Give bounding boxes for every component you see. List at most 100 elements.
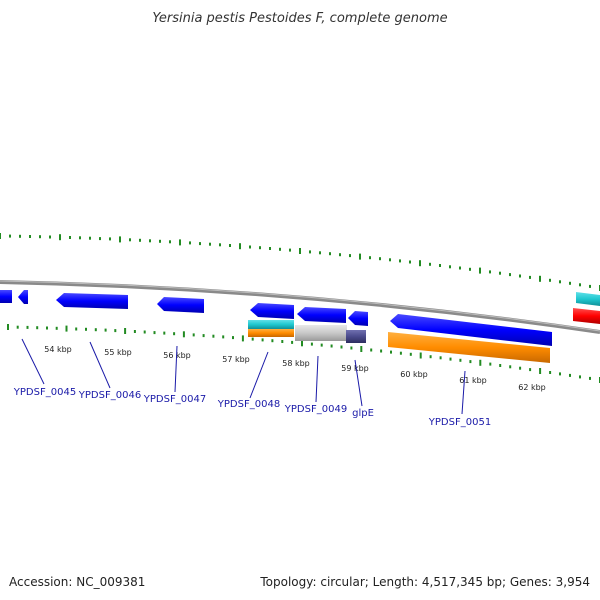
minor-tick — [219, 243, 221, 247]
major-tick — [182, 331, 185, 338]
minor-tick — [129, 238, 131, 242]
major-tick — [360, 346, 363, 352]
minor-tick — [529, 275, 531, 279]
leader-line — [89, 341, 111, 389]
gene-label-ypdsf-0048[interactable]: YPDSF_0048 — [217, 399, 280, 410]
minor-tick — [49, 235, 51, 239]
gene-label-glpe[interactable]: glpE — [352, 408, 374, 419]
minor-tick — [209, 242, 211, 246]
minor-tick — [212, 334, 215, 338]
minor-tick — [232, 336, 234, 340]
feature-block[interactable] — [346, 330, 366, 343]
gene-label-ypdsf-0045[interactable]: YPDSF_0045 — [13, 387, 76, 398]
minor-tick — [310, 342, 313, 346]
minor-tick — [26, 325, 29, 329]
minor-tick — [320, 343, 323, 347]
gene-arrow[interactable] — [348, 311, 368, 326]
minor-tick — [159, 239, 161, 243]
major-tick — [119, 236, 121, 243]
minor-tick — [109, 237, 111, 241]
gene-arrow[interactable] — [56, 293, 128, 309]
minor-tick — [429, 262, 431, 266]
minor-tick — [104, 328, 107, 332]
gene-arrow[interactable] — [0, 290, 12, 303]
major-tick — [299, 248, 301, 254]
ruler-label: 62 kbp — [518, 383, 546, 392]
feature-track-lower — [248, 320, 550, 363]
minor-tick — [399, 351, 402, 355]
leader-line — [21, 338, 45, 385]
feature-track-upper — [0, 290, 600, 346]
ruler-label: 57 kbp — [222, 355, 250, 364]
gene-arrow[interactable] — [390, 314, 552, 346]
major-tick — [301, 340, 303, 347]
major-tick — [65, 325, 68, 332]
minor-tick — [173, 332, 176, 336]
feature-block[interactable] — [295, 325, 347, 341]
minor-tick — [559, 280, 561, 284]
minor-tick — [75, 327, 78, 331]
major-tick — [419, 352, 422, 359]
minor-tick — [350, 346, 353, 350]
minor-tick — [529, 368, 532, 372]
minor-tick — [36, 326, 39, 330]
gene-arrow[interactable] — [250, 303, 294, 319]
feature-block[interactable] — [388, 332, 550, 363]
minor-tick — [579, 375, 581, 379]
inner-tick-ring — [7, 324, 600, 383]
genome-summary-text: Topology: circular; Length: 4,517,345 bp… — [259, 575, 590, 589]
major-tick — [239, 243, 241, 250]
major-tick — [539, 368, 542, 374]
gene-label-ypdsf-0046[interactable]: YPDSF_0046 — [78, 390, 141, 401]
gene-arrow[interactable] — [297, 307, 346, 323]
minor-tick — [559, 372, 561, 376]
gene-arrow[interactable] — [573, 308, 600, 324]
minor-tick — [449, 357, 452, 361]
minor-tick — [189, 241, 191, 245]
minor-tick — [251, 337, 254, 341]
minor-tick — [369, 256, 371, 260]
minor-tick — [439, 264, 441, 267]
minor-tick — [99, 237, 101, 241]
gene-label-ypdsf-0047[interactable]: YPDSF_0047 — [143, 394, 206, 405]
minor-tick — [259, 246, 261, 250]
gene-leaders — [21, 338, 466, 415]
minor-tick — [499, 271, 501, 275]
minor-tick — [114, 329, 117, 333]
minor-tick — [222, 335, 225, 339]
minor-tick — [390, 350, 392, 354]
minor-tick — [349, 254, 351, 258]
gene-arrow[interactable] — [18, 290, 28, 304]
minor-tick — [85, 327, 87, 331]
gene-arrow[interactable] — [576, 292, 600, 306]
gene-label-ypdsf-0051[interactable]: YPDSF_0051 — [428, 417, 491, 428]
major-tick — [59, 234, 61, 241]
minor-tick — [139, 238, 141, 242]
minor-tick — [409, 260, 411, 264]
major-tick — [7, 324, 9, 330]
minor-tick — [459, 358, 462, 362]
minor-tick — [489, 362, 492, 366]
minor-tick — [509, 273, 511, 277]
minor-tick — [329, 252, 331, 256]
minor-tick — [163, 331, 166, 335]
minor-tick — [589, 376, 591, 380]
minor-tick — [589, 284, 591, 288]
gene-label-ypdsf-0049[interactable]: YPDSF_0049 — [284, 404, 347, 415]
minor-tick — [569, 373, 571, 377]
minor-tick — [519, 366, 522, 370]
minor-tick — [289, 248, 291, 252]
minor-tick — [143, 330, 146, 334]
minor-tick — [149, 239, 151, 243]
minor-tick — [429, 355, 432, 359]
leader-line — [315, 355, 319, 403]
ruler-label: 61 kbp — [459, 376, 487, 385]
minor-tick — [29, 235, 31, 238]
major-tick — [124, 328, 127, 334]
minor-tick — [229, 244, 231, 247]
feature-block[interactable] — [248, 320, 294, 329]
ruler-label: 54 kbp — [44, 345, 72, 354]
gene-arrow[interactable] — [157, 297, 204, 313]
feature-block[interactable] — [248, 329, 294, 337]
